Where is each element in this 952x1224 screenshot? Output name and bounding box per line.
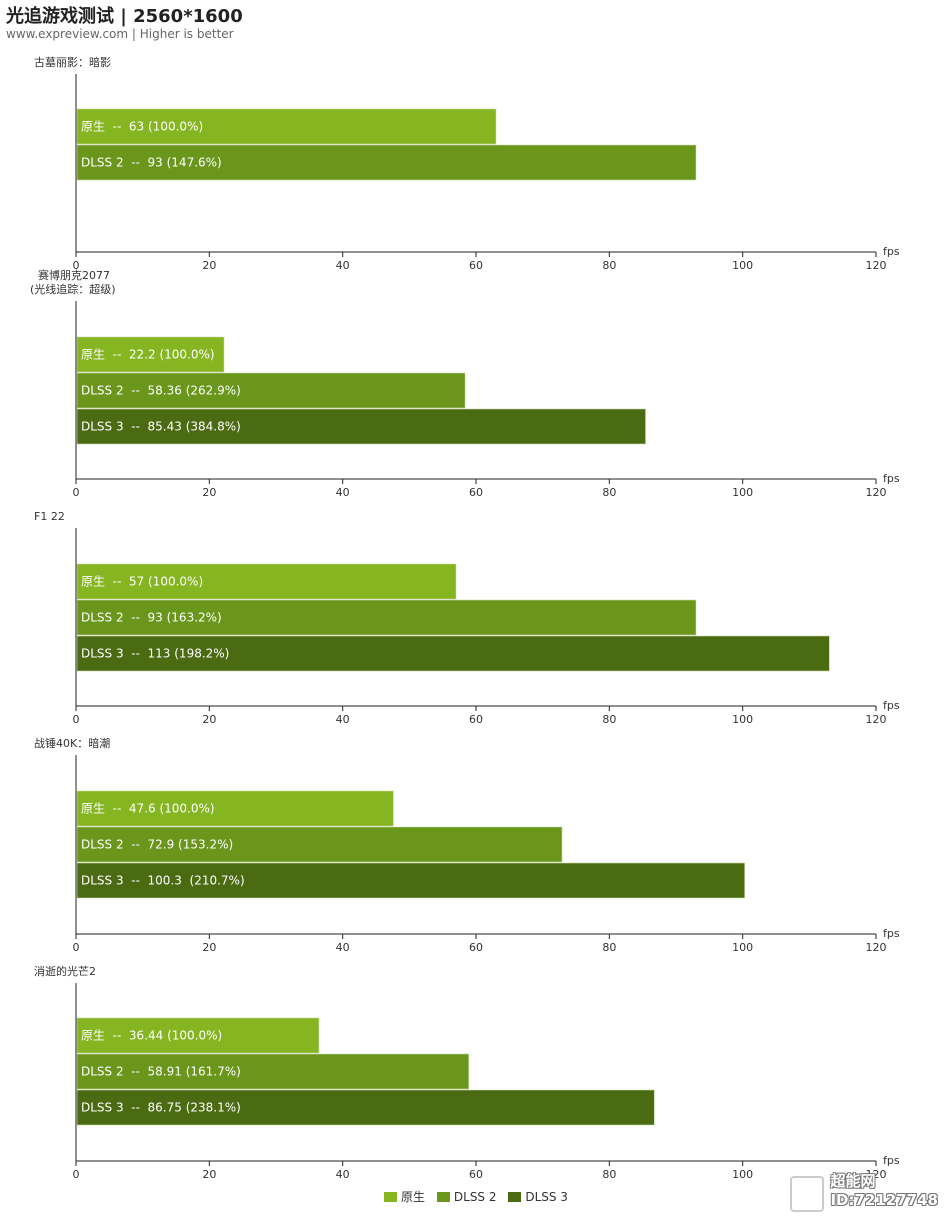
x-tick-label: 80 — [602, 486, 616, 499]
legend-swatch-dlss2 — [436, 1192, 450, 1202]
bar-label: DLSS 2 -- 58.36 (262.9%) — [81, 384, 241, 398]
legend-item-dlss2[interactable]: DLSS 2 — [436, 1190, 497, 1204]
x-tick-label: 20 — [202, 1168, 216, 1181]
watermark-line1: 超能网 — [830, 1172, 876, 1190]
x-tick-label: 40 — [336, 486, 350, 499]
legend-label-native: 原生 — [401, 1190, 426, 1204]
x-tick-label: 100 — [732, 941, 753, 954]
bar-dlss-3 — [76, 408, 646, 445]
x-tick-label: 80 — [602, 259, 616, 272]
watermark: 超能网 ID:72127748 — [830, 1172, 938, 1210]
bar-label: DLSS 2 -- 58.91 (161.7%) — [81, 1065, 241, 1079]
legend-label-dlss3: DLSS 3 — [525, 1190, 568, 1204]
x-tick-label: 100 — [732, 713, 753, 726]
x-tick-label: 60 — [469, 1168, 483, 1181]
x-tick-label: 100 — [732, 1168, 753, 1181]
x-tick-label: 60 — [469, 486, 483, 499]
bar-dlss-3 — [76, 862, 745, 899]
x-axis-label: fps — [883, 245, 900, 258]
bar-native — [76, 108, 497, 145]
x-tick-label: 20 — [202, 713, 216, 726]
bar-label: DLSS 3 -- 85.43 (384.8%) — [81, 420, 241, 434]
chart-title: F1 22 — [34, 510, 65, 523]
bar-dlss-3 — [76, 635, 830, 672]
bar-label: DLSS 3 -- 100.3 (210.7%) — [81, 874, 245, 888]
x-tick-label: 20 — [202, 941, 216, 954]
chart-title: 古墓丽影：暗影 — [34, 55, 111, 69]
bar-dlss-2 — [76, 599, 697, 636]
bar-dlss-3 — [76, 1089, 655, 1126]
x-axis-label: fps — [883, 699, 900, 712]
x-axis-label: fps — [883, 1154, 900, 1167]
x-tick-label: 80 — [602, 1168, 616, 1181]
page-subtitle: www.expreview.com | Higher is better — [6, 27, 234, 41]
bar-label: 原生 -- 22.2 (100.0%) — [81, 348, 215, 362]
bar-label: DLSS 2 -- 93 (147.6%) — [81, 156, 222, 170]
legend-item-native[interactable]: 原生 — [384, 1188, 425, 1205]
bar-label: DLSS 3 -- 86.75 (238.1%) — [81, 1101, 241, 1115]
x-tick-label: 120 — [866, 486, 887, 499]
x-tick-label: 60 — [469, 713, 483, 726]
x-tick-label: 120 — [866, 941, 887, 954]
x-tick-label: 80 — [602, 713, 616, 726]
x-tick-label: 40 — [336, 259, 350, 272]
x-tick-label: 0 — [73, 486, 80, 499]
x-tick-label: 100 — [732, 259, 753, 272]
chart-title: 消逝的光芒2 — [34, 964, 96, 978]
x-tick-label: 120 — [866, 259, 887, 272]
bar-label: 原生 -- 47.6 (100.0%) — [81, 802, 215, 816]
bar-native — [76, 563, 457, 600]
page-title: 光追游戏测试 | 2560*1600 — [6, 6, 243, 27]
x-tick-label: 80 — [602, 941, 616, 954]
x-tick-label: 0 — [73, 1168, 80, 1181]
bar-native — [76, 336, 225, 373]
x-axis-label: fps — [883, 472, 900, 485]
x-tick-label: 40 — [336, 941, 350, 954]
watermark-logo-icon — [790, 1176, 824, 1212]
bar-label: DLSS 2 -- 72.9 (153.2%) — [81, 838, 233, 852]
legend-label-dlss2: DLSS 2 — [453, 1190, 497, 1204]
x-tick-label: 120 — [866, 713, 887, 726]
bar-label: DLSS 3 -- 113 (198.2%) — [81, 647, 229, 661]
x-tick-label: 20 — [202, 259, 216, 272]
x-tick-label: 100 — [732, 486, 753, 499]
bar-dlss-2 — [76, 826, 563, 863]
bar-label: 原生 -- 36.44 (100.0%) — [81, 1029, 222, 1043]
x-tick-label: 120 — [866, 1168, 887, 1181]
chart-title: 赛博朋克2077 — [38, 268, 110, 282]
x-tick-label: 60 — [469, 259, 483, 272]
bar-native — [76, 1017, 320, 1054]
x-tick-label: 0 — [73, 259, 80, 272]
x-axis-label: fps — [883, 927, 900, 940]
legend-swatch-dlss3 — [508, 1192, 522, 1202]
x-tick-label: 20 — [202, 486, 216, 499]
legend-swatch-native — [384, 1192, 398, 1202]
bar-dlss-2 — [76, 144, 697, 181]
legend-item-dlss3[interactable]: DLSS 3 — [508, 1190, 568, 1204]
bar-label: 原生 -- 63 (100.0%) — [81, 120, 203, 134]
watermark-line2: ID:72127748 — [830, 1191, 938, 1209]
x-tick-label: 40 — [336, 713, 350, 726]
bar-label: DLSS 2 -- 93 (163.2%) — [81, 611, 222, 625]
x-tick-label: 60 — [469, 941, 483, 954]
chart-title: 战锤40K：暗潮 — [34, 736, 110, 750]
x-tick-label: 40 — [336, 1168, 350, 1181]
chart-title: (光线追踪：超级) — [30, 282, 116, 296]
bar-label: 原生 -- 57 (100.0%) — [81, 575, 203, 589]
bar-dlss-2 — [76, 1053, 470, 1090]
bar-native — [76, 790, 394, 827]
bar-dlss-2 — [76, 372, 466, 409]
legend: 原生 DLSS 2 DLSS 3 — [0, 1188, 952, 1205]
x-tick-label: 0 — [73, 941, 80, 954]
x-tick-label: 0 — [73, 713, 80, 726]
